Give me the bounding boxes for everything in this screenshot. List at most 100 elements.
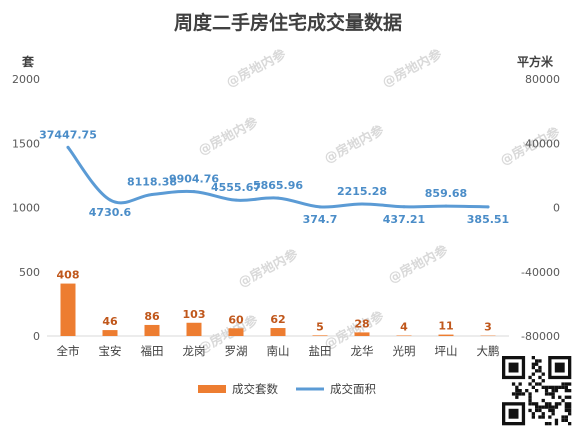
- left-axis-tick-label: 1500: [12, 137, 40, 150]
- category-label: 光明: [393, 344, 416, 358]
- line-value-label: 4730.6: [89, 206, 132, 219]
- line-point: [445, 205, 448, 208]
- qr-module: [542, 373, 545, 376]
- bar-value-label: 3: [484, 321, 492, 334]
- qr-module: [565, 409, 568, 412]
- qr-module: [535, 363, 538, 366]
- bar: [103, 330, 118, 336]
- qr-module: [568, 409, 571, 412]
- qr-module: [542, 415, 545, 418]
- qr-module: [528, 399, 531, 402]
- qr-module: [552, 409, 555, 412]
- qr-module: [568, 412, 571, 415]
- line-point: [67, 146, 70, 149]
- category-label: 福田: [141, 344, 164, 358]
- bar-value-label: 60: [228, 313, 244, 326]
- category-label: 盐田: [309, 344, 332, 358]
- qr-module: [532, 363, 535, 366]
- qr-module: [552, 412, 555, 415]
- watermark-text: @房地内参: [380, 46, 446, 91]
- line-point: [319, 205, 322, 208]
- legend: 成交套数 成交面积: [198, 382, 376, 396]
- category-label: 南山: [267, 344, 290, 358]
- line-point: [277, 197, 280, 200]
- legend-label-line: 成交面积: [330, 382, 376, 396]
- qr-module: [561, 415, 564, 418]
- category-label: 坪山: [435, 344, 458, 358]
- line-point: [151, 193, 154, 196]
- right-axis-unit: 平方米: [517, 54, 554, 69]
- qr-module: [548, 422, 551, 425]
- qr-module: [555, 419, 558, 422]
- qr-module: [568, 422, 571, 425]
- qr-module: [519, 389, 522, 392]
- qr-module: [532, 415, 535, 418]
- line-point: [235, 199, 238, 202]
- qr-module: [545, 406, 548, 409]
- qr-module: [522, 392, 525, 395]
- qr-module: [552, 396, 555, 399]
- category-label: 全市: [57, 344, 80, 358]
- qr-module: [528, 396, 531, 399]
- left-axis-unit: 套: [21, 54, 35, 69]
- line-point: [361, 202, 364, 205]
- bar: [271, 328, 286, 336]
- bar: [229, 328, 244, 336]
- bar: [187, 323, 202, 336]
- qr-module: [532, 356, 535, 359]
- qr-module: [532, 402, 535, 405]
- watermark-text: @房地内参: [322, 122, 388, 167]
- qr-module: [515, 392, 518, 395]
- qr-module: [565, 389, 568, 392]
- qr-module: [515, 386, 518, 389]
- left-axis-tick-label: 0: [33, 330, 40, 343]
- bar: [61, 284, 76, 336]
- qr-module: [552, 406, 555, 409]
- qr-finder-core: [509, 363, 519, 373]
- qr-module: [558, 402, 561, 405]
- left-axis-tick-label: 2000: [12, 73, 40, 86]
- legend-label-bar: 成交套数: [232, 382, 278, 396]
- qr-module: [538, 406, 541, 409]
- qr-module: [565, 402, 568, 405]
- qr-module: [535, 389, 538, 392]
- bar-value-label: 5: [316, 320, 324, 333]
- right-axis-tick-label: -40000: [521, 266, 560, 279]
- bar-value-label: 408: [57, 269, 80, 282]
- qr-module: [548, 402, 551, 405]
- qr-module: [535, 382, 538, 385]
- qr-module: [568, 396, 571, 399]
- qr-module: [542, 412, 545, 415]
- qr-finder-core: [509, 409, 519, 419]
- bar: [397, 335, 412, 336]
- qr-module: [561, 419, 564, 422]
- qr-module: [512, 382, 515, 385]
- qr-module: [538, 376, 541, 379]
- qr-module: [548, 415, 551, 418]
- qr-module: [558, 386, 561, 389]
- qr-module: [538, 366, 541, 369]
- line-point: [109, 198, 112, 201]
- category-label: 龙岗: [183, 344, 206, 358]
- bar-value-label: 103: [183, 308, 206, 321]
- qr-module: [555, 386, 558, 389]
- qr-module: [555, 406, 558, 409]
- qr-module: [568, 382, 571, 385]
- qr-module: [545, 392, 548, 395]
- bar: [439, 335, 454, 336]
- line-point: [403, 205, 406, 208]
- qr-module: [568, 406, 571, 409]
- bar-value-label: 11: [438, 320, 453, 333]
- qr-module: [542, 386, 545, 389]
- line-value-label: 859.68: [425, 187, 467, 200]
- qr-module: [538, 415, 541, 418]
- qr-module: [552, 386, 555, 389]
- qr-module: [545, 389, 548, 392]
- line-value-label: 37447.75: [39, 128, 97, 141]
- qr-module: [532, 366, 535, 369]
- qr-module: [565, 419, 568, 422]
- category-label: 龙华: [351, 344, 374, 358]
